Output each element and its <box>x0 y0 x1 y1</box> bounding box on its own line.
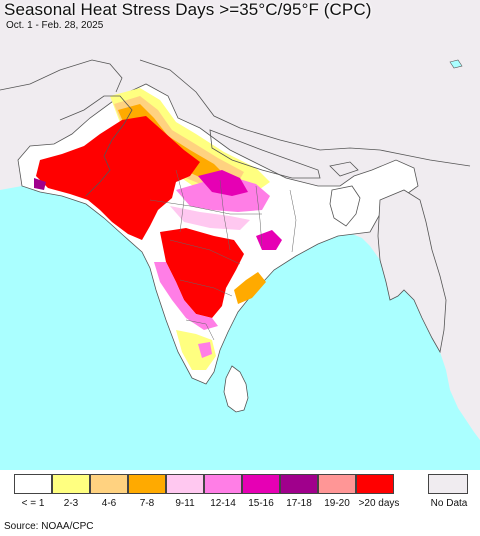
zone-12-14-deccan-edge <box>154 262 218 330</box>
myanmar <box>377 189 447 354</box>
legend-label: < = 1 <box>21 498 45 509</box>
legend-label: 17-18 <box>286 498 312 509</box>
legend-swatch-7 <box>280 474 318 494</box>
zone-12-14-central <box>176 178 270 212</box>
zone-9-11-central <box>170 206 250 230</box>
legend-label-no-data: No Data <box>430 498 468 509</box>
legend-swatch-0 <box>14 474 52 494</box>
zone-15-16-central <box>198 170 248 196</box>
legend-label: 15-16 <box>248 498 274 509</box>
source-credit: Source: NOAA/CPC <box>4 521 94 532</box>
map-panel: Seasonal Heat Stress Days >=35°C/95°F (C… <box>0 0 480 470</box>
legend-swatch-9 <box>356 474 394 494</box>
legend-label: 9-11 <box>175 498 195 509</box>
lake <box>449 59 463 69</box>
pakistan-border <box>59 95 133 197</box>
zone-over-20-deccan <box>160 228 244 318</box>
legend-label: 12-14 <box>210 498 236 509</box>
bhutan <box>329 161 359 177</box>
legend-swatch-2 <box>90 474 128 494</box>
china-border <box>139 59 471 167</box>
map-title: Seasonal Heat Stress Days >=35°C/95°F (C… <box>4 0 372 19</box>
legend-swatch-4 <box>166 474 204 494</box>
legend-swatch-3 <box>128 474 166 494</box>
sri-lanka <box>223 365 249 413</box>
legend-label: 7-8 <box>139 498 155 509</box>
zone-15-16-east-coast <box>256 230 282 250</box>
zone-over-20-west <box>36 116 200 240</box>
legend-label: 19-20 <box>324 498 350 509</box>
zone-7-8-east-coast <box>234 272 266 304</box>
zone-12-14-south <box>198 342 212 358</box>
legend-swatch-8 <box>318 474 356 494</box>
legend-label: 2-3 <box>63 498 79 509</box>
legend-swatch-5 <box>204 474 242 494</box>
legend-swatch-6 <box>242 474 280 494</box>
heat-stress-map <box>0 0 480 470</box>
zone-2-3-south <box>176 330 216 370</box>
zone-17-18-gujarat <box>34 178 46 190</box>
legend-swatch-no-data <box>428 474 468 494</box>
state-borders <box>149 169 297 341</box>
afghanistan-border <box>0 59 123 93</box>
ocean <box>0 186 480 470</box>
legend-swatch-1 <box>52 474 90 494</box>
legend: < = 1 2-3 4-6 7-8 9-11 12-14 15-16 17-18… <box>0 470 480 520</box>
map-subtitle: Oct. 1 - Feb. 28, 2025 <box>6 20 104 31</box>
nepal <box>209 129 321 179</box>
bangladesh <box>329 185 361 227</box>
legend-label: >20 days <box>358 498 400 509</box>
legend-label: 4-6 <box>101 498 117 509</box>
